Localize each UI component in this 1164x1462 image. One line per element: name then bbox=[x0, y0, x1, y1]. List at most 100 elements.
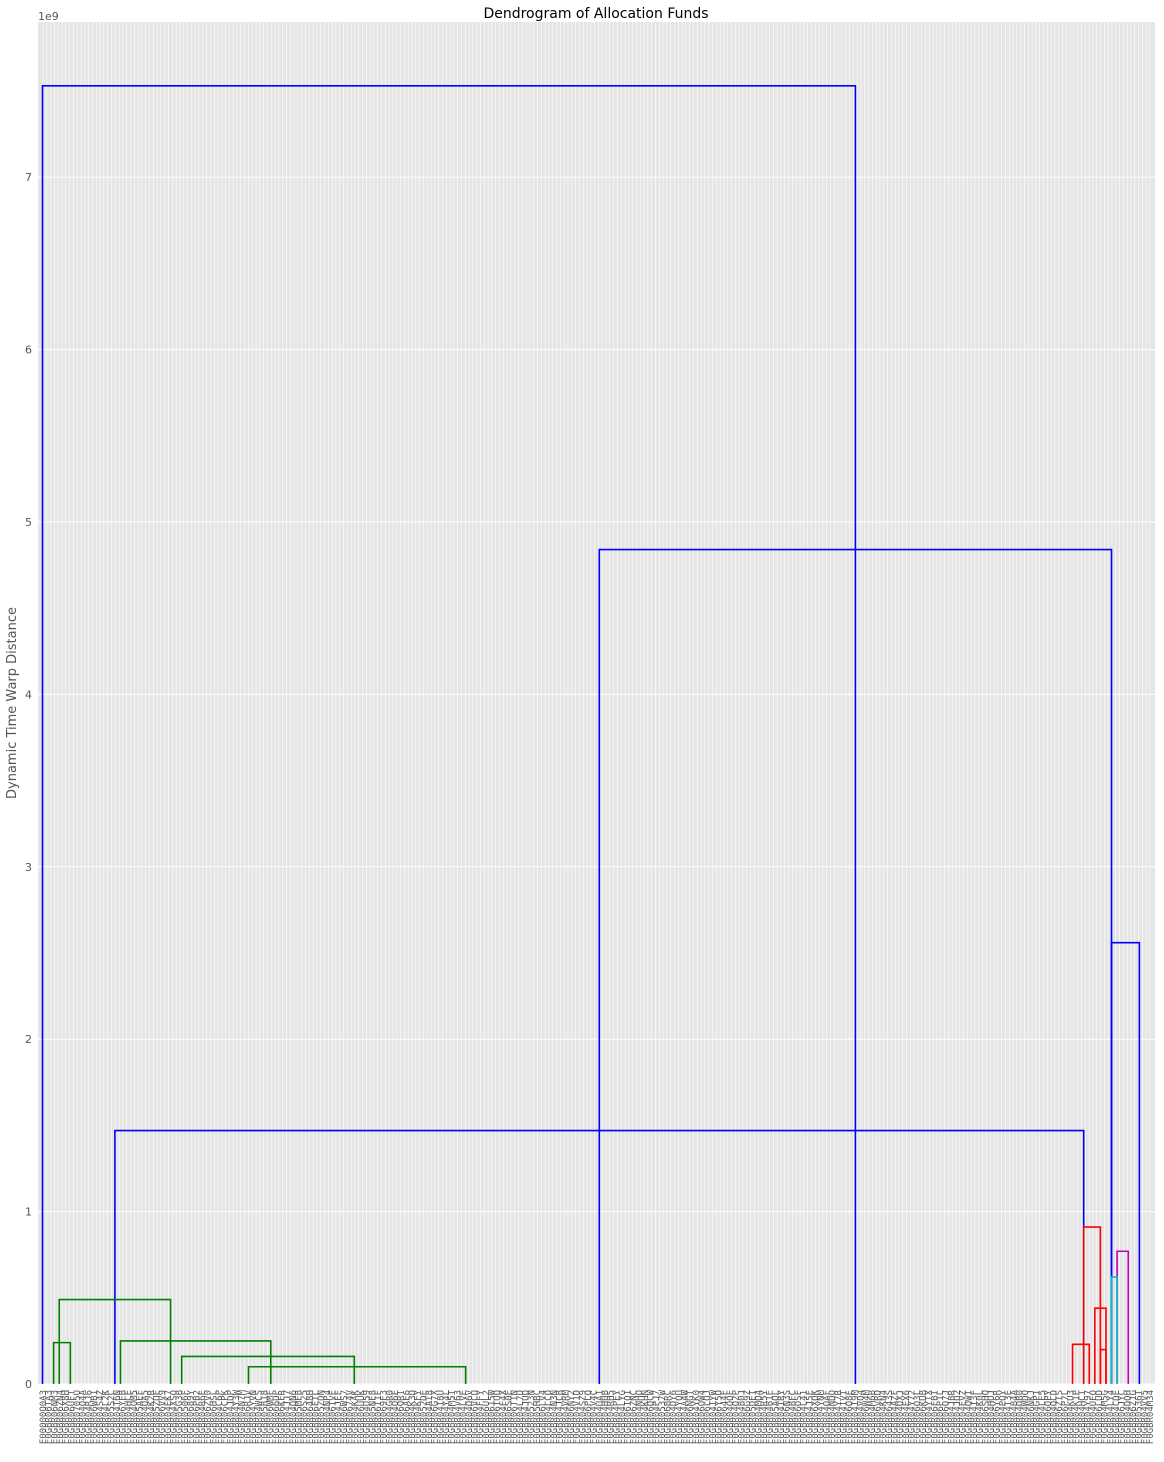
x-tick-label: F0GBR0648H bbox=[306, 1390, 316, 1444]
x-tick-label: F0GBR04GP1 bbox=[1032, 1390, 1042, 1444]
x-tick-label: F0GBR04V63 bbox=[453, 1390, 463, 1444]
x-tick-label: F0GBR04AT8 bbox=[425, 1390, 435, 1444]
x-tick-label: F0GBR04KHN bbox=[641, 1390, 651, 1444]
x-tick-label: F0GBR06O3L bbox=[913, 1390, 923, 1444]
x-tick-label: F0GBR06WMF bbox=[266, 1390, 276, 1444]
x-tick-label: F0GBR04I8U bbox=[436, 1390, 446, 1444]
x-tick-label: F0GBR04QA5 bbox=[141, 1390, 151, 1444]
x-tick-label: F0GBR05ZUE bbox=[153, 1390, 163, 1444]
x-tick-label: F0GBR04DY6 bbox=[669, 1390, 679, 1444]
x-tick-label: F0GBR04K3D bbox=[408, 1390, 418, 1444]
x-tick-label: F0GBR0644F bbox=[720, 1390, 730, 1444]
y-tick-label: 1 bbox=[25, 1206, 32, 1219]
x-tick-label: F0GBR06ZN4 bbox=[56, 1390, 66, 1444]
x-tick-label: F0GBR06TA3 bbox=[45, 1390, 55, 1444]
y-tick-label: 6 bbox=[25, 344, 32, 357]
x-tick-label: F0GBR06IVE bbox=[329, 1390, 339, 1444]
x-tick-label: F0GBR06ZV0 bbox=[204, 1390, 214, 1444]
x-tick-label: F0GBR04M5T bbox=[448, 1389, 458, 1444]
x-tick-label: F0GBR06RJV bbox=[243, 1389, 253, 1444]
y-tick-label: 7 bbox=[25, 171, 32, 184]
x-tick-label: F0GBR06WB1 bbox=[90, 1390, 100, 1444]
x-tick-label: F0GBR04I9M bbox=[851, 1389, 861, 1444]
x-tick-label: F0GBR04L2K bbox=[101, 1389, 111, 1444]
x-tick-label: F0GBR04FFY bbox=[476, 1389, 486, 1444]
x-tick-label: F0GBR06JYC bbox=[1118, 1390, 1128, 1444]
x-tick-label: F0GBR06PLQ bbox=[584, 1390, 594, 1444]
x-tick-label: F0GBR04JCB bbox=[556, 1390, 566, 1444]
x-tick-label: F0GBR04J5E bbox=[805, 1390, 815, 1444]
x-tick-label: F0GBR0643S bbox=[885, 1390, 895, 1444]
x-tick-label: F0GBR06W4M bbox=[862, 1389, 872, 1444]
y-tick-label: 4 bbox=[25, 688, 32, 701]
y-tick-label: 2 bbox=[25, 1033, 32, 1046]
x-tick-label: F0GBR04S4Z bbox=[96, 1389, 106, 1444]
x-tick-label: F0GBR06LUD bbox=[1095, 1390, 1105, 1444]
x-tick-label: F0GBR04U59 bbox=[363, 1390, 373, 1444]
dendrogram-link-green bbox=[119, 1340, 272, 1384]
x-tick-label: F0GBR04QAF bbox=[822, 1390, 832, 1444]
x-tick-label: F0GBR04WDO bbox=[1021, 1390, 1031, 1444]
x-tick-label: F0GBR04LY4 bbox=[1106, 1390, 1116, 1444]
x-tick-label: F0GBR04EK7 bbox=[164, 1390, 174, 1444]
x-tick-label: F0GBR04M5G bbox=[1101, 1390, 1111, 1444]
x-tick-label: F0GBR04LVE bbox=[459, 1390, 469, 1444]
x-tick-label: F0GBR0536T bbox=[1135, 1389, 1145, 1444]
x-tick-label: F0GBR04YTX bbox=[925, 1389, 935, 1444]
x-tick-label: F0GBR06Y6R bbox=[993, 1389, 1003, 1444]
x-tick-label: F0GBR06NM3 bbox=[50, 1390, 60, 1444]
y-axis-label: Dynamic Time Warp Distance bbox=[5, 607, 20, 799]
x-tick-label: F0GBR05MFB bbox=[294, 1390, 304, 1444]
x-tick-label: F0GBR04T3E bbox=[1004, 1390, 1014, 1444]
x-tick-label: F0GBR06BRC bbox=[663, 1390, 673, 1444]
x-tick-label: F0GBR04XSO bbox=[170, 1390, 180, 1444]
x-tick-label: F0GBR0689Y bbox=[187, 1389, 197, 1444]
x-tick-label: F0GBR05HBC bbox=[533, 1390, 543, 1444]
x-tick-label: F0GBR04HCE bbox=[124, 1390, 134, 1444]
x-tick-label: F0GBR04T6N bbox=[113, 1390, 123, 1444]
y-offset-text: 1e9 bbox=[38, 10, 59, 23]
x-tick-label: F0GBR06UL2 bbox=[482, 1390, 492, 1444]
x-tick-label: F0GBR06NGT bbox=[686, 1389, 696, 1444]
x-tick-label: F00000Q0A3 bbox=[39, 1390, 49, 1444]
x-tick-label: F0GBR04PEY bbox=[612, 1389, 622, 1444]
x-tick-label: F0GBR06NY2 bbox=[567, 1390, 577, 1444]
x-tick-label: F0GBR06G9Z bbox=[743, 1389, 753, 1444]
x-tick-label: F0GBR04Y72 bbox=[908, 1390, 918, 1444]
x-tick-label: F0GBR06KFR bbox=[277, 1389, 287, 1444]
x-tick-label: F0GBR04JBR bbox=[947, 1389, 957, 1444]
x-tick-label: F0GBR05NE8 bbox=[368, 1390, 378, 1444]
x-tick-label: F0GBR04N7M bbox=[238, 1389, 248, 1444]
x-tick-label: F0GBR06WS7 bbox=[340, 1390, 350, 1444]
x-tick-label: F0GBR04QQF bbox=[726, 1390, 736, 1444]
x-tick-label: F0GBR04QN6 bbox=[289, 1390, 299, 1444]
x-tick-label: F0GBR052DE bbox=[419, 1390, 429, 1444]
dendrogram-link-red bbox=[1099, 1348, 1107, 1384]
x-tick-label: F0GBR06VRD bbox=[874, 1390, 884, 1444]
x-tick-label: F0GBR06IQ1 bbox=[624, 1390, 634, 1444]
x-tick-label: F0GBR04UEO bbox=[1089, 1390, 1099, 1444]
y-tick-label: 5 bbox=[25, 516, 32, 529]
x-tick-label: F0GBR04JDP bbox=[226, 1389, 236, 1444]
x-tick-label: F0GBR04VQ4 bbox=[856, 1390, 866, 1444]
x-tick-label: F0GBR06QPY bbox=[1044, 1389, 1054, 1444]
x-tick-label: F0GBR04NDQ bbox=[828, 1390, 838, 1444]
x-tick-label: F0GBR06KUB bbox=[919, 1390, 929, 1444]
x-tick-label: F0GBR04IVT bbox=[839, 1389, 849, 1444]
horizontal-gridlines bbox=[38, 176, 1155, 1385]
x-tick-label: F0GBR06S0E bbox=[505, 1390, 515, 1444]
x-tick-label: F0GBR04N3N bbox=[550, 1390, 560, 1444]
x-tick-label: F0GBR04YK0 bbox=[692, 1390, 702, 1444]
x-tick-label: F0GBR05DEI bbox=[749, 1390, 759, 1444]
x-tick-label: F0GBR04M34 bbox=[1146, 1390, 1156, 1444]
x-tick-label: F0GBR04NHO bbox=[635, 1390, 645, 1444]
x-tick-label: F0GBR06LOJ bbox=[703, 1390, 713, 1444]
x-tick-label: F0GBR04HCT bbox=[1078, 1389, 1088, 1444]
x-tick-label: F0GBR04F4X bbox=[499, 1389, 509, 1444]
x-tick-label: F0GBR06OSF bbox=[794, 1390, 804, 1444]
x-tick-label: F0GBR04O6V bbox=[465, 1389, 475, 1444]
x-tick-label: F0GBR04K1P bbox=[1072, 1389, 1082, 1444]
x-tick-label: F0GBR06VV9 bbox=[158, 1390, 168, 1444]
x-tick-label: F0GBR06P7L bbox=[1061, 1390, 1071, 1444]
